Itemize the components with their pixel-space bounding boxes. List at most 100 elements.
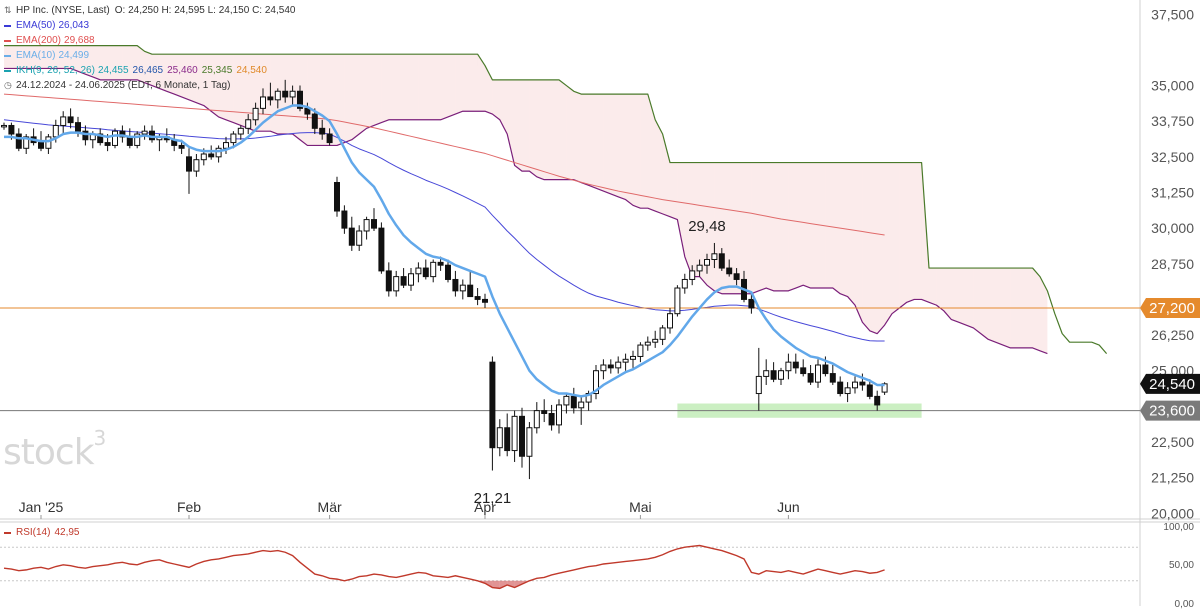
candle-body	[319, 127, 326, 135]
ichimoku-cloud-segment	[159, 54, 167, 92]
ichimoku-cloud-segment	[85, 45, 93, 77]
candle-body	[119, 130, 126, 138]
x-tick-label: Jun	[777, 499, 800, 515]
ichimoku-cloud-segment	[477, 54, 485, 112]
candle-body	[874, 395, 881, 406]
ichimoku-cloud-segment	[588, 94, 596, 189]
legend-ema200[interactable]: EMA(200) 29,688	[4, 33, 295, 48]
ichimoku-cloud-segment	[485, 65, 493, 115]
candle-body	[186, 156, 192, 172]
ichimoku-cloud-segment	[351, 54, 360, 140]
candle-body	[60, 116, 67, 126]
candle-body	[341, 210, 348, 229]
candle-body	[800, 367, 807, 375]
candle-body	[23, 136, 30, 149]
rsi-legend[interactable]: RSI(14) 42,95	[4, 527, 79, 538]
level-badge-lower-bg	[1140, 400, 1200, 421]
ichimoku-cloud-segment	[670, 162, 678, 220]
legend-ikh[interactable]: IKH(9, 26, 52, 26) 24,455 26,465 25,460 …	[4, 63, 295, 78]
ichimoku-cloud-segment	[11, 45, 19, 69]
ichimoku-cloud-segment	[943, 268, 952, 320]
rsi-label: RSI(14)	[16, 527, 51, 538]
candle-body	[815, 364, 821, 383]
chart-legend: ⇅ HP Inc. (NYSE, Last) O: 24,250 H: 24,5…	[4, 3, 295, 93]
candle-body	[792, 361, 799, 369]
candle-body	[770, 370, 777, 380]
candle-body	[378, 227, 385, 272]
x-tick-label: Jan '25	[19, 499, 64, 515]
ichimoku-cloud-segment	[455, 54, 463, 115]
ichimoku-cloud-segment	[33, 45, 41, 69]
ichimoku-cloud-segment	[181, 54, 189, 100]
candle-body	[400, 276, 407, 286]
candle-body	[371, 219, 377, 229]
ema10-value: 24,499	[58, 50, 90, 61]
chart-type-icon[interactable]: ⇅	[4, 5, 12, 15]
candle-body	[822, 364, 829, 375]
candle-body	[348, 227, 355, 246]
candle-body	[755, 375, 762, 395]
candle-body	[504, 427, 511, 452]
ema50-label: EMA(50)	[16, 20, 56, 31]
level-badge-lower-label: 23,600	[1149, 403, 1195, 420]
ikh-value-3: 25,460	[167, 65, 198, 76]
candle-body	[467, 284, 474, 298]
ichimoku-cloud-segment	[1032, 268, 1040, 351]
ichimoku-cloud-segment	[226, 54, 234, 123]
ichimoku-cloud-segment	[499, 79, 508, 135]
ikh-swatch	[4, 69, 11, 72]
candle-body	[748, 298, 755, 309]
ichimoku-cloud-segment	[211, 54, 219, 117]
ichimoku-cloud-segment	[196, 54, 204, 106]
ichimoku-cloud-segment	[603, 94, 611, 194]
candle-body	[134, 133, 141, 146]
candle-body	[334, 182, 340, 212]
ichimoku-cloud-segment	[203, 54, 212, 112]
candle-body	[711, 253, 718, 261]
ichimoku-cloud-segment	[152, 54, 160, 89]
candle-body	[570, 395, 577, 409]
candle-body	[252, 107, 259, 121]
rsi-oversold-fill	[514, 580, 522, 588]
candle-body	[593, 370, 599, 395]
watermark-sup: 3	[93, 426, 107, 450]
level-badge-upper-label: 27,200	[1149, 300, 1195, 317]
ichimoku-cloud-segment	[751, 162, 759, 294]
ichimoku-cloud-segment	[396, 54, 404, 120]
candle-body	[829, 373, 836, 383]
candle-body	[622, 358, 629, 363]
ichimoku-cloud-segment	[418, 54, 426, 120]
legend-ema10[interactable]: EMA(10) 24,499	[4, 48, 295, 63]
ema50-value: 26,043	[58, 20, 90, 31]
ichimoku-cloud-segment	[884, 162, 892, 326]
ichimoku-cloud-segment	[26, 45, 34, 69]
ichimoku-cloud-segment	[300, 54, 308, 146]
ichimoku-cloud-segment	[344, 54, 352, 143]
x-tick-label: Feb	[177, 499, 201, 515]
ichimoku-cloud-segment	[684, 162, 693, 277]
ichimoku-cloud-segment	[337, 54, 345, 146]
instrument-name: HP Inc. (NYSE, Last)	[16, 5, 110, 16]
y-tick-label: 21,250	[1151, 470, 1194, 486]
ichimoku-cloud-segment	[366, 54, 374, 129]
candle-body	[667, 313, 673, 329]
ichimoku-cloud-segment	[958, 268, 966, 326]
ichimoku-cloud-segment	[662, 134, 670, 217]
candle-body	[126, 136, 133, 146]
ichimoku-cloud-segment	[906, 162, 915, 303]
legend-ema50[interactable]: EMA(50) 26,043	[4, 18, 295, 33]
ichimoku-cloud-segment	[773, 162, 781, 291]
candle-body	[393, 276, 400, 292]
candle-body	[311, 113, 318, 129]
candle-body	[533, 410, 540, 429]
ichimoku-cloud-segment	[980, 268, 989, 340]
x-tick-label: Apr	[474, 499, 496, 515]
candle-body	[763, 370, 770, 377]
candle-body	[45, 136, 52, 149]
y-tick-label: 35,000	[1151, 78, 1194, 94]
candle-body	[208, 153, 215, 158]
candle-body	[615, 361, 622, 369]
ichimoku-cloud-segment	[440, 54, 448, 120]
ikh-label: IKH(9, 26, 52, 26)	[16, 65, 95, 76]
